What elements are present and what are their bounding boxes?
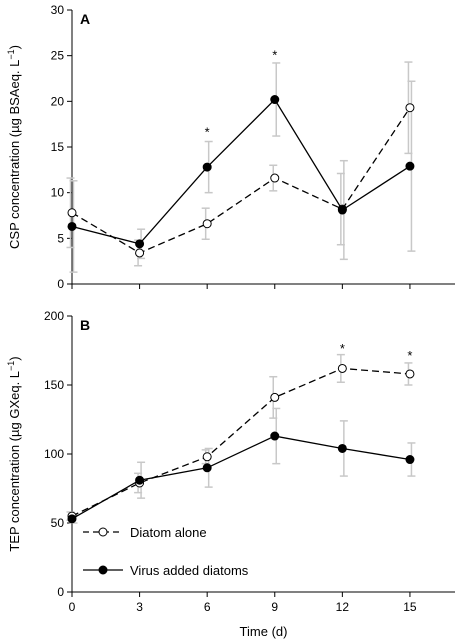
series-line xyxy=(71,435,411,520)
data-point-open xyxy=(405,369,415,379)
y-tick-label: 100 xyxy=(44,447,64,461)
y-tick-label: 15 xyxy=(51,140,65,154)
y-axis-title-superscript: −1 xyxy=(6,361,16,371)
significance-marker: * xyxy=(340,341,345,356)
data-point-filled xyxy=(405,455,415,465)
y-tick-label: 25 xyxy=(51,49,65,63)
panel-label: A xyxy=(80,11,90,27)
significance-marker: * xyxy=(272,48,277,63)
data-point-open xyxy=(270,392,280,402)
y-axis-title-superscript: −1 xyxy=(6,49,16,59)
y-tick-label: 150 xyxy=(44,378,64,392)
y-tick-label: 10 xyxy=(51,186,65,200)
data-point-open xyxy=(202,219,212,229)
y-tick-label: 0 xyxy=(57,585,64,599)
data-point-open xyxy=(67,208,77,218)
data-point-open xyxy=(135,248,145,258)
data-point-filled xyxy=(270,95,280,105)
series-line xyxy=(71,367,410,517)
data-point-filled xyxy=(337,205,347,215)
significance-marker: * xyxy=(205,124,210,139)
data-point-filled xyxy=(135,475,145,485)
data-point-filled xyxy=(405,161,415,171)
y-axis-title: TEP concentration (µg GXeq. L−1) xyxy=(6,356,22,551)
significance-marker: * xyxy=(407,348,412,363)
legend-marker-filled xyxy=(98,565,108,575)
series-line xyxy=(71,107,411,254)
data-point-filled xyxy=(202,463,212,473)
panel-label: B xyxy=(80,317,90,333)
x-tick-label: 15 xyxy=(403,600,417,614)
data-point-filled xyxy=(67,514,77,524)
y-axis-title-main: CSP concentration (µg BSAeq. L xyxy=(7,60,22,249)
y-tick-label: 30 xyxy=(51,3,65,17)
legend-marker-open xyxy=(98,527,108,537)
y-axis-title-tail: ) xyxy=(7,45,22,49)
legend-label: Virus added diatoms xyxy=(130,563,249,578)
x-tick-label: 0 xyxy=(69,600,76,614)
x-tick-label: 3 xyxy=(136,600,143,614)
y-tick-label: 0 xyxy=(57,277,64,291)
series-line xyxy=(71,98,411,245)
data-point-open xyxy=(202,452,212,462)
y-tick-label: 20 xyxy=(51,94,65,108)
data-point-open xyxy=(270,173,280,183)
panel-b: 0 50 100 150 200 0 3 6 9 12 15 TEP concentration (µ… xyxy=(6,309,455,614)
x-axis-title: Time (d) xyxy=(240,624,288,639)
x-tick-label: 9 xyxy=(271,600,278,614)
data-point-filled xyxy=(270,431,280,441)
y-axis-title-main: TEP concentration (µg GXeq. L xyxy=(7,371,22,552)
legend: Diatom alone Virus added diatoms xyxy=(83,525,249,578)
panel-a: 0 5 10 15 20 25 30 CSP concentration (µg BSAeq.… xyxy=(6,3,455,291)
data-point-open xyxy=(337,363,347,373)
data-point-filled xyxy=(135,239,145,249)
y-axis-title-tail: ) xyxy=(7,356,22,360)
x-tick-label: 6 xyxy=(204,600,211,614)
data-point-filled xyxy=(202,162,212,172)
data-point-filled xyxy=(337,443,347,453)
y-tick-label: 5 xyxy=(57,231,64,245)
y-tick-label: 50 xyxy=(51,516,65,530)
legend-label: Diatom alone xyxy=(130,525,207,540)
data-point-filled xyxy=(67,221,77,231)
y-axis-title: CSP concentration (µg BSAeq. L−1) xyxy=(6,45,22,249)
data-point-open xyxy=(405,103,415,113)
y-tick-label: 200 xyxy=(44,309,64,323)
x-tick-label: 12 xyxy=(336,600,350,614)
